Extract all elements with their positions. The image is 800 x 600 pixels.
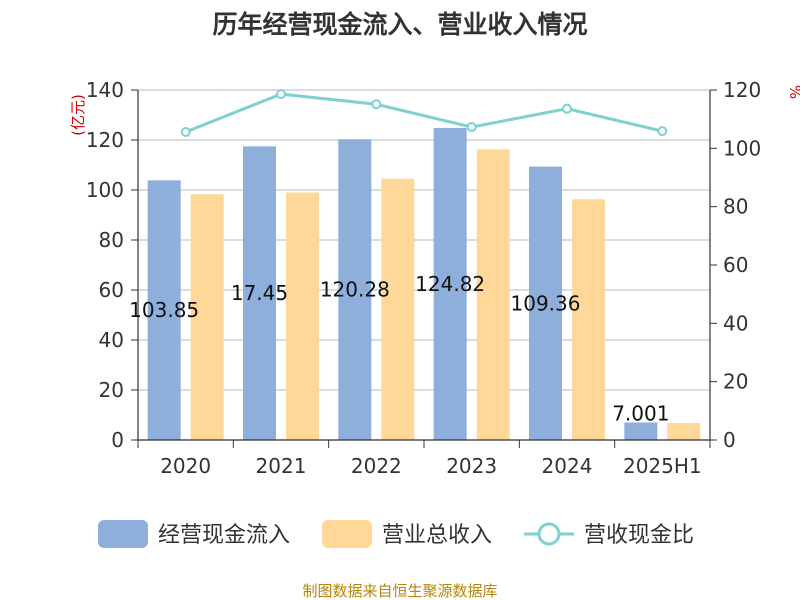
- left-tick-label: 120: [86, 128, 124, 152]
- data-label-layer: 103.85 17.45 120.28 124.82 109.36 7.001: [129, 272, 669, 426]
- line-layer: [180, 89, 668, 137]
- left-tick-label: 40: [99, 328, 124, 352]
- bar-revenue: [572, 199, 605, 440]
- bar-revenue: [381, 178, 415, 440]
- legend-label: 经营现金流入: [158, 523, 290, 548]
- axes: 0 20 40 60 80 100 120 140 0 20 40 60 80 100 120 2020 202…: [86, 78, 761, 478]
- bar-cash-inflow: [243, 146, 276, 440]
- ratio-point: [466, 122, 477, 133]
- legend-label: 营收现金比: [584, 523, 694, 548]
- left-tick-label: 100: [86, 178, 124, 202]
- chart-title: 历年经营现金流入、营业收入情况: [212, 10, 587, 39]
- data-label: 124.82: [415, 272, 485, 296]
- left-tick-label: 140: [86, 78, 124, 102]
- x-tick-label: 2020: [160, 454, 211, 478]
- right-tick-label: 60: [723, 253, 748, 277]
- data-label: 103.85: [129, 298, 199, 322]
- legend-label: 营业总收入: [382, 523, 492, 548]
- left-tick-label: 60: [99, 278, 124, 302]
- legend-swatch-marker: [537, 522, 561, 546]
- ratio-line: [185, 92, 663, 134]
- x-tick-label: 2022: [351, 454, 402, 478]
- ratio-point: [276, 89, 286, 100]
- source-note: 制图数据来自恒生聚源数据库: [302, 582, 497, 600]
- left-tick-label: 80: [99, 228, 124, 252]
- bar-revenue: [286, 192, 319, 440]
- bar-revenue: [667, 423, 701, 440]
- ratio-point: [180, 127, 191, 137]
- data-label: 109.36: [511, 291, 581, 315]
- x-tick-label: 2023: [446, 454, 497, 478]
- bar-cash-inflow: [147, 180, 181, 440]
- x-tick-label: 2025H1: [623, 454, 702, 478]
- right-tick-label: 40: [723, 311, 748, 335]
- right-tick-label: 120: [723, 78, 761, 102]
- right-tick-label: 80: [723, 195, 748, 219]
- bar-layer: [147, 127, 701, 441]
- right-axis-unit: %: [786, 85, 800, 99]
- bar-cash-inflow: [529, 166, 562, 440]
- left-axis-unit: (亿元): [69, 94, 87, 136]
- bar-revenue: [190, 194, 224, 440]
- ratio-point: [562, 103, 572, 114]
- right-tick-label: 0: [723, 428, 736, 452]
- left-tick-label: 0: [111, 428, 124, 452]
- x-tick-label: 2024: [542, 454, 593, 478]
- legend-swatch: [322, 520, 372, 548]
- x-tick-label: 2021: [256, 454, 307, 478]
- data-label: 120.28: [320, 278, 390, 302]
- bar-cash-inflow: [338, 139, 372, 441]
- grid-lines: [138, 89, 710, 441]
- bar-revenue: [476, 149, 510, 440]
- bar-cash-inflow: [433, 127, 467, 440]
- right-tick-label: 20: [723, 370, 748, 394]
- ratio-point: [371, 99, 382, 110]
- data-label: 17.45: [231, 281, 288, 305]
- left-tick-label: 20: [99, 378, 124, 402]
- legend-swatch: [98, 520, 148, 548]
- ratio-point: [657, 126, 668, 137]
- legend: 经营现金流入 营业总收入 营收现金比: [98, 520, 694, 548]
- data-label: 7.001: [612, 401, 669, 425]
- right-tick-label: 100: [723, 136, 761, 160]
- bar-cash-inflow: [624, 422, 658, 440]
